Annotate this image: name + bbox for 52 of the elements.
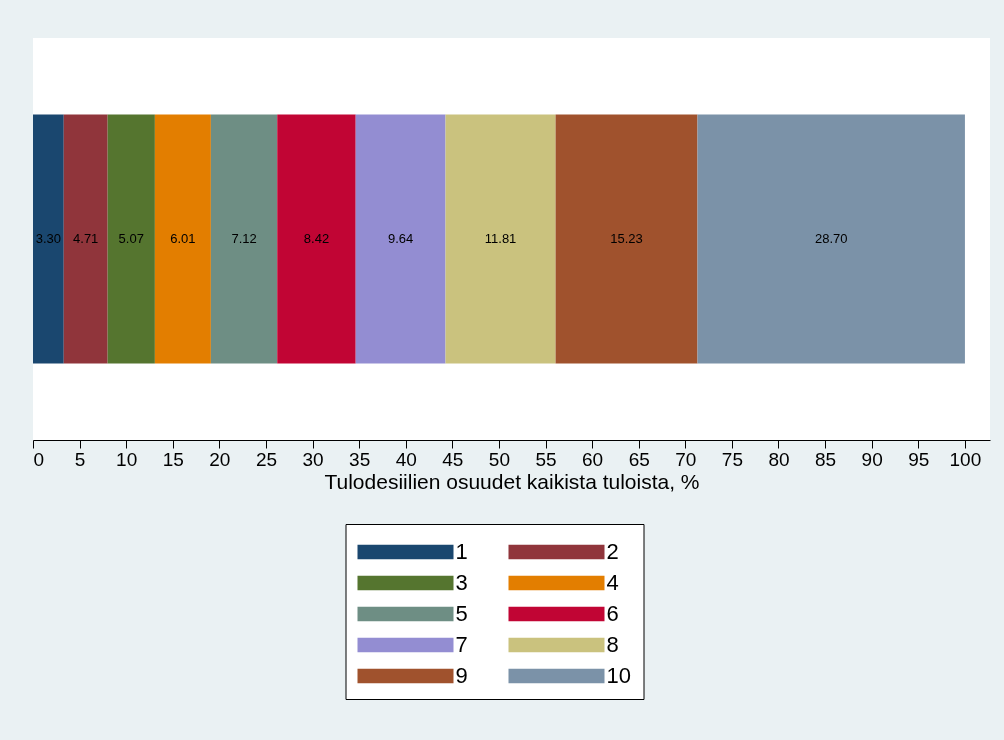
legend-label: 7: [455, 632, 468, 657]
data-label: 5.07: [118, 231, 144, 246]
data-label: 9.64: [387, 231, 414, 246]
data-label: 7.12: [231, 231, 257, 246]
x-tick-label: 5: [74, 448, 86, 470]
data-label: 8.42: [303, 231, 330, 246]
data-label: 15.23: [610, 231, 643, 246]
legend-label: 6: [606, 601, 619, 626]
data-label: 11.81: [484, 231, 517, 246]
x-tick-label: 95: [908, 448, 930, 470]
x-tick-label: 70: [675, 448, 697, 470]
legend-label: 3: [455, 570, 468, 595]
legend-label: 9: [455, 663, 468, 688]
x-tick-label: 85: [814, 448, 837, 470]
x-tick-label: 100: [949, 448, 982, 470]
x-axis-title: Tulodesiilien osuudet kaikista tuloista, %: [324, 469, 700, 493]
bar: [697, 114, 965, 364]
x-tick-label: 0: [33, 448, 45, 470]
x-tick-label: 15: [162, 448, 184, 470]
x-tick-label: 40: [395, 448, 417, 470]
legend-label: 2: [606, 539, 619, 564]
x-tick-label: 55: [535, 448, 557, 470]
x-tick-label: 35: [349, 448, 371, 470]
data-label: 28.70: [814, 231, 848, 246]
x-tick-label: 50: [488, 448, 510, 470]
x-tick-label: 45: [442, 448, 464, 470]
x-tick-label: 10: [116, 448, 138, 470]
legend-label: 1: [455, 539, 468, 564]
bar: [445, 114, 556, 364]
bar: [154, 114, 211, 364]
bar: [277, 114, 356, 364]
x-tick-label: 60: [582, 448, 604, 470]
legend-label: 5: [455, 601, 468, 626]
x-tick-label: 75: [721, 448, 743, 470]
bar: [210, 114, 278, 364]
bar: [107, 114, 155, 364]
legend-label: 8: [606, 632, 619, 657]
bar: [355, 114, 446, 364]
x-tick-label: 80: [768, 448, 790, 470]
data-label: 6.01: [170, 231, 196, 246]
legend-label: 10: [606, 663, 631, 688]
data-label: 3.30: [35, 231, 62, 246]
x-tick-label: 30: [302, 448, 324, 470]
x-tick-label: 65: [628, 448, 650, 470]
legend-label: 4: [606, 570, 619, 595]
bar: [63, 114, 108, 364]
x-tick-label: 90: [861, 448, 883, 470]
x-tick-label: 25: [255, 448, 278, 470]
x-tick-label: 20: [209, 448, 231, 470]
bar: [555, 114, 698, 364]
bar: [33, 114, 64, 364]
data-label: 4.71: [73, 231, 99, 246]
